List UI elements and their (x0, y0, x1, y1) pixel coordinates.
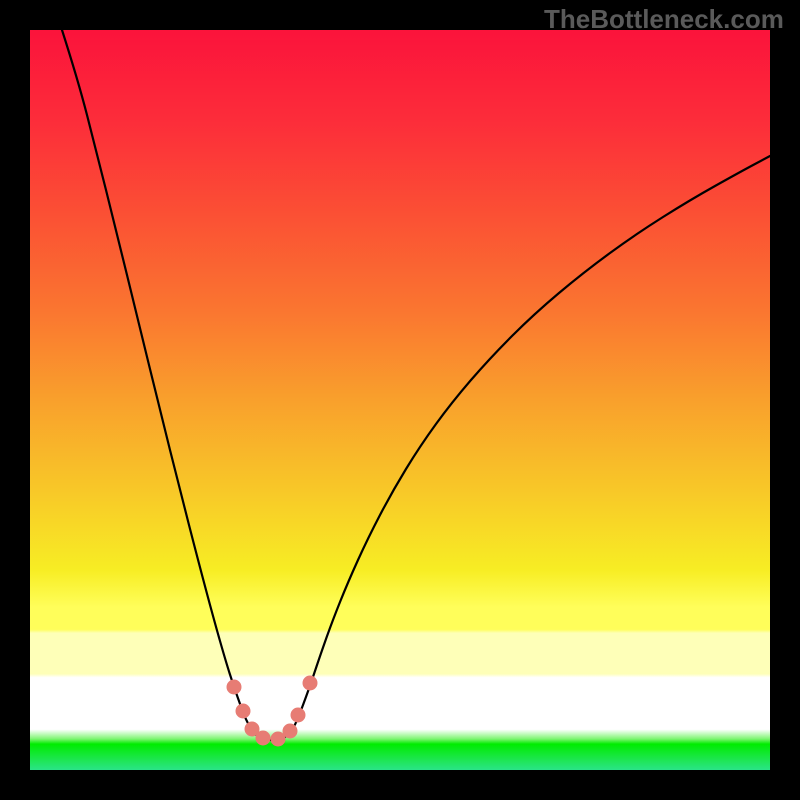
marker-point (291, 708, 305, 722)
plot-area (30, 30, 770, 770)
marker-point (271, 732, 285, 746)
marker-point (236, 704, 250, 718)
watermark-text: TheBottleneck.com (544, 4, 784, 35)
gradient-background (30, 30, 770, 770)
marker-point (283, 724, 297, 738)
marker-point (303, 676, 317, 690)
marker-point (256, 731, 270, 745)
chart-svg (30, 30, 770, 770)
chart-frame: TheBottleneck.com (0, 0, 800, 800)
marker-point (227, 680, 241, 694)
